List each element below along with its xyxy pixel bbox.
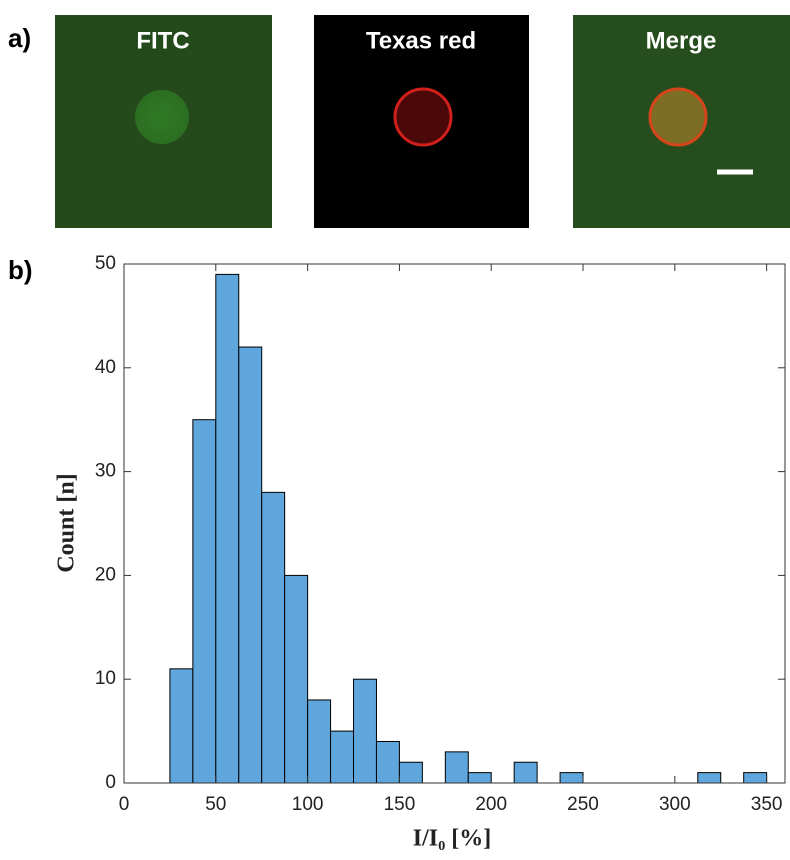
x-tick-label: 350: [751, 794, 783, 815]
figure: a) b) FITC Texas red Merge Count [n] I/I…: [0, 0, 790, 855]
bar: [239, 347, 262, 783]
image-title: FITC: [136, 27, 189, 54]
bar: [445, 752, 468, 783]
y-tick-label: 40: [95, 357, 116, 378]
bar: [560, 773, 583, 783]
y-tick-label: 20: [95, 564, 116, 585]
bar: [262, 492, 285, 783]
bar: [308, 700, 331, 783]
panel-label: a): [8, 23, 31, 53]
bar: [399, 762, 422, 783]
bar: [216, 274, 239, 783]
bar: [331, 731, 354, 783]
bar: [468, 773, 491, 783]
x-tick-label: 250: [567, 794, 599, 815]
bar: [376, 741, 399, 783]
bar: [698, 773, 721, 783]
x-tick-label: 200: [475, 794, 507, 815]
y-axis-label: Count [n]: [54, 473, 80, 572]
x-tick-label: 50: [205, 794, 226, 815]
bar: [193, 420, 216, 783]
x-axis-label: I/I₀ [%]: [413, 826, 492, 852]
y-tick-label: 50: [95, 253, 116, 274]
image-title: Texas red: [366, 27, 476, 54]
bar: [170, 669, 193, 783]
fitc-image: FITC: [55, 15, 272, 228]
texas-red-image: Texas red: [314, 15, 529, 228]
x-tick-label: 100: [292, 794, 324, 815]
y-tick-label: 30: [95, 461, 116, 482]
panel-label: b): [8, 255, 33, 285]
y-tick-label: 10: [95, 668, 116, 689]
x-tick-label: 0: [119, 794, 130, 815]
bar: [744, 773, 767, 783]
x-tick-label: 150: [384, 794, 416, 815]
bar: [354, 679, 377, 783]
bar: [285, 575, 308, 783]
y-tick-label: 0: [105, 772, 116, 793]
merge-image: Merge: [573, 15, 790, 228]
bar: [514, 762, 537, 783]
image-title: Merge: [646, 27, 717, 54]
x-tick-label: 300: [659, 794, 691, 815]
